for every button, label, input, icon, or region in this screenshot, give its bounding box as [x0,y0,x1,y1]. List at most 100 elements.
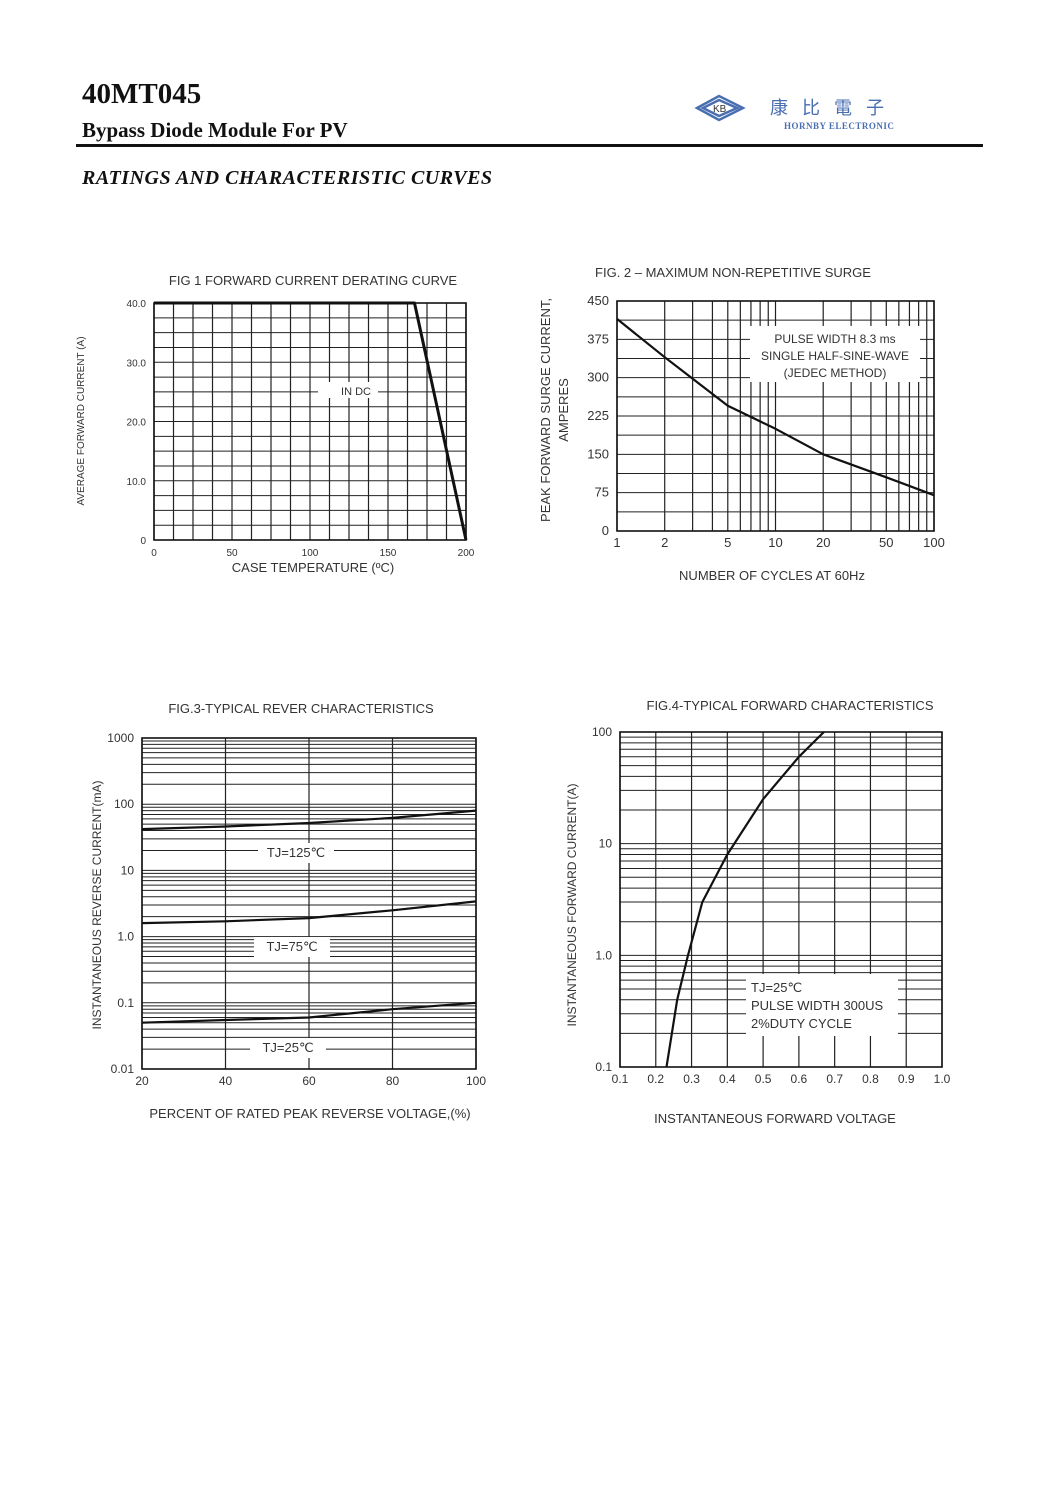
chart-title: FIG.3-TYPICAL REVER CHARACTERISTICS [168,701,434,716]
annotation-in-dc: IN DC [341,386,371,398]
x-tick-label: 0.6 [791,1072,808,1086]
plot-frame [141,737,477,1070]
y-axis-label: INSTANTANEOUS REVERSE CURRENT(mA) [90,781,104,1030]
x-tick-label: 50 [226,548,238,559]
y-tick-label: 0 [602,523,609,538]
annotation-bg [318,382,378,398]
x-tick-label: 5 [724,535,731,550]
annotation-text: (JEDEC METHOD) [784,366,887,380]
chart-title: FIG. 2 – MAXIMUM NON-REPETITIVE SURGE [595,265,871,280]
series-line-3 [141,1001,477,1024]
chart-3 [141,737,477,1070]
header-divider [76,144,983,147]
annotation-text: PULSE WIDTH 8.3 ms [774,332,895,346]
x-tick-label: 1 [613,535,620,550]
series-line-1 [154,301,468,541]
x-tick-label: 0.8 [862,1072,879,1086]
x-tick-label: 150 [380,548,397,559]
annotation-bg [258,843,334,863]
x-axis-label: CASE TEMPERATURE (ºC) [232,560,394,575]
annotation-text: TJ=25℃ [751,980,802,995]
annotation-text: 2%DUTY CYCLE [751,1016,852,1031]
x-tick-label: 20 [816,535,830,550]
x-tick-label: 2 [661,535,668,550]
chart-1 [153,301,468,541]
x-tick-label: 100 [923,535,945,550]
y-tick-label: 10 [599,837,613,851]
y-tick-label: 10 [121,863,135,877]
series-line-2 [141,900,477,925]
y-tick-label: 20.0 [127,418,147,429]
y-tick-label: 375 [587,331,609,346]
x-tick-label: 100 [466,1074,486,1088]
x-tick-label: 50 [879,535,893,550]
x-tick-label: 200 [458,548,475,559]
y-tick-label: 0.1 [117,996,134,1010]
x-axis-label: INSTANTANEOUS FORWARD VOLTAGE [654,1111,896,1126]
y-tick-label: 225 [587,408,609,423]
chart-title: FIG.4-TYPICAL FORWARD CHARACTERISTICS [647,698,934,713]
plot-frame [619,731,943,1068]
y-axis-label: INSTANTANEOUS FORWARD CURRENT(A) [565,784,579,1027]
y-tick-label: 10.0 [127,477,147,488]
chart-4 [619,731,943,1068]
x-axis-label: NUMBER OF CYCLES AT 60Hz [679,568,865,583]
section-heading: RATINGS AND CHARACTERISTIC CURVES [82,167,493,189]
y-axis-label: AMPERES [556,378,571,442]
x-tick-label: 40 [219,1074,233,1088]
series-label: TJ=75℃ [266,939,317,954]
series-label: TJ=25℃ [262,1040,313,1055]
x-tick-label: 0.2 [647,1072,664,1086]
x-tick-label: 0.4 [719,1072,736,1086]
y-tick-label: 75 [595,485,609,500]
x-tick-label: 100 [302,548,319,559]
logo-chinese-name: 康比電子 [770,98,898,119]
logo-english-name: HORNBY ELECTRONIC [784,121,895,131]
company-logo-icon: KB [694,94,746,122]
y-tick-label: 100 [114,797,134,811]
annotation-bg [746,974,898,1036]
y-tick-label: 150 [587,446,609,461]
y-tick-label: 0.1 [595,1060,612,1074]
annotation-bg [750,326,920,382]
logo-mark: KB [713,104,727,115]
y-tick-label: 100 [592,725,612,739]
series-label: TJ=125℃ [267,845,325,860]
x-tick-label: 80 [386,1074,400,1088]
series-line-1 [616,318,935,497]
part-number-title: 40MT045 [82,78,202,110]
y-tick-label: 0 [140,536,146,547]
x-tick-label: 0.3 [683,1072,700,1086]
chart-title: FIG 1 FORWARD CURRENT DERATING CURVE [169,273,458,288]
y-tick-label: 450 [587,293,609,308]
x-tick-label: 0.9 [898,1072,915,1086]
y-tick-label: 1000 [107,731,134,745]
plot-frame [616,300,935,532]
x-tick-label: 0 [151,548,157,559]
y-tick-label: 40.0 [127,299,147,310]
x-tick-label: 0.1 [612,1072,629,1086]
annotation-bg [254,937,330,957]
y-axis-label: PEAK FORWARD SURGE CURRENT, [538,298,553,522]
annotation-text: SINGLE HALF-SINE-WAVE [761,349,909,363]
x-tick-label: 1.0 [934,1072,951,1086]
y-axis-label: AVERAGE FORWARD CURRENT (A) [76,336,87,505]
y-tick-label: 1.0 [595,948,612,962]
x-tick-label: 10 [768,535,782,550]
x-tick-label: 0.7 [826,1072,843,1086]
x-tick-label: 60 [302,1074,316,1088]
chart-2 [616,300,935,532]
annotation-bg [250,1038,326,1058]
x-tick-label: 20 [135,1074,149,1088]
annotation-text: PULSE WIDTH 300US [751,998,884,1013]
y-tick-label: 30.0 [127,358,147,369]
x-axis-label: PERCENT OF RATED PEAK REVERSE VOLTAGE,(%… [149,1106,470,1121]
y-tick-label: 0.01 [111,1062,135,1076]
series-line-1 [665,731,825,1068]
product-subtitle: Bypass Diode Module For PV [82,118,348,142]
x-tick-label: 0.5 [755,1072,772,1086]
y-tick-label: 1.0 [117,930,134,944]
series-line-1 [141,809,477,831]
